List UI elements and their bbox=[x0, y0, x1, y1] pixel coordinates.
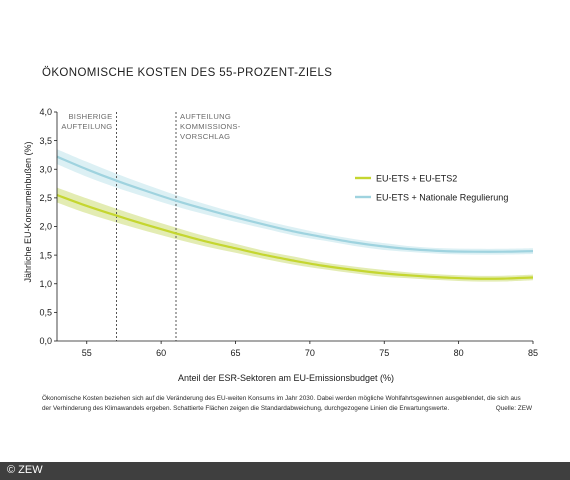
annotation-text: VORSCHLAG bbox=[180, 132, 230, 141]
y-tick-label: 1,0 bbox=[39, 279, 52, 289]
annotation-text: KOMMISSIONS- bbox=[180, 122, 241, 131]
annotation-text: AUFTEILUNG bbox=[61, 122, 112, 131]
x-tick-label: 85 bbox=[528, 348, 538, 358]
x-tick-label: 55 bbox=[82, 348, 92, 358]
y-tick-label: 0,5 bbox=[39, 308, 52, 318]
y-tick-label: 0,0 bbox=[39, 336, 52, 346]
legend-label: EU-ETS + Nationale Regulierung bbox=[376, 192, 508, 202]
legend: EU-ETS + EU-ETS2 EU-ETS + Nationale Regul… bbox=[355, 173, 508, 202]
copyright-text: © ZEW bbox=[7, 464, 43, 476]
x-tick-label: 70 bbox=[305, 348, 315, 358]
y-tick-label: 3,5 bbox=[39, 136, 52, 146]
line-chart: 0,0 0,5 1,0 1,5 2,0 2,5 3,0 3,5 4,0 55 60 65 70 75 80 8… bbox=[23, 107, 538, 383]
y-tick-label: 3,0 bbox=[39, 164, 52, 174]
annotation-text: AUFTEILUNG bbox=[180, 112, 231, 121]
x-tick-label: 65 bbox=[230, 348, 240, 358]
annotation-text: BISHERIGE bbox=[68, 112, 112, 121]
chart-caption: Ökonomische Kosten beziehen sich auf die… bbox=[42, 394, 542, 413]
series-lines bbox=[56, 155, 534, 280]
band-eu-ets-eu-ets2 bbox=[57, 187, 533, 282]
source-note: Quelle: ZEW bbox=[495, 404, 532, 412]
x-tick-label: 75 bbox=[379, 348, 389, 358]
chart-title: ÖKONOMISCHE KOSTEN DES 55-PROZENT-ZIELS bbox=[42, 67, 333, 79]
band-eu-ets-nationale-regulierung bbox=[57, 149, 533, 255]
x-tick-label: 80 bbox=[454, 348, 464, 358]
caption-line-1: Ökonomische Kosten beziehen sich auf die… bbox=[42, 395, 521, 402]
x-axis-label: Anteil der ESR-Sektoren am EU-Emissionsb… bbox=[178, 373, 394, 383]
y-tick-label: 2,0 bbox=[39, 222, 52, 232]
axes: 0,0 0,5 1,0 1,5 2,0 2,5 3,0 3,5 4,0 55 60 65 70 75 80 8… bbox=[39, 107, 538, 358]
y-tick-label: 2,5 bbox=[39, 193, 52, 203]
y-tick-label: 1,5 bbox=[39, 250, 52, 260]
legend-label: EU-ETS + EU-ETS2 bbox=[376, 173, 457, 183]
line-eu-ets-nationale-regulierung bbox=[56, 155, 534, 253]
uncertainty-bands bbox=[57, 149, 533, 282]
line-eu-ets-eu-ets2 bbox=[56, 193, 534, 280]
y-axis-label: Jährliche EU-Konsumeinbußen (%) bbox=[23, 141, 33, 282]
annotations: BISHERIGEAUFTEILUNGAUFTEILUNGKOMMISSIONS… bbox=[61, 112, 240, 141]
x-tick-label: 60 bbox=[156, 348, 166, 358]
y-tick-label: 4,0 bbox=[39, 107, 52, 117]
copyright-bar: © ZEW bbox=[0, 462, 570, 480]
caption-line-2: der Verhinderung des Klimawandels ergebe… bbox=[42, 404, 450, 412]
